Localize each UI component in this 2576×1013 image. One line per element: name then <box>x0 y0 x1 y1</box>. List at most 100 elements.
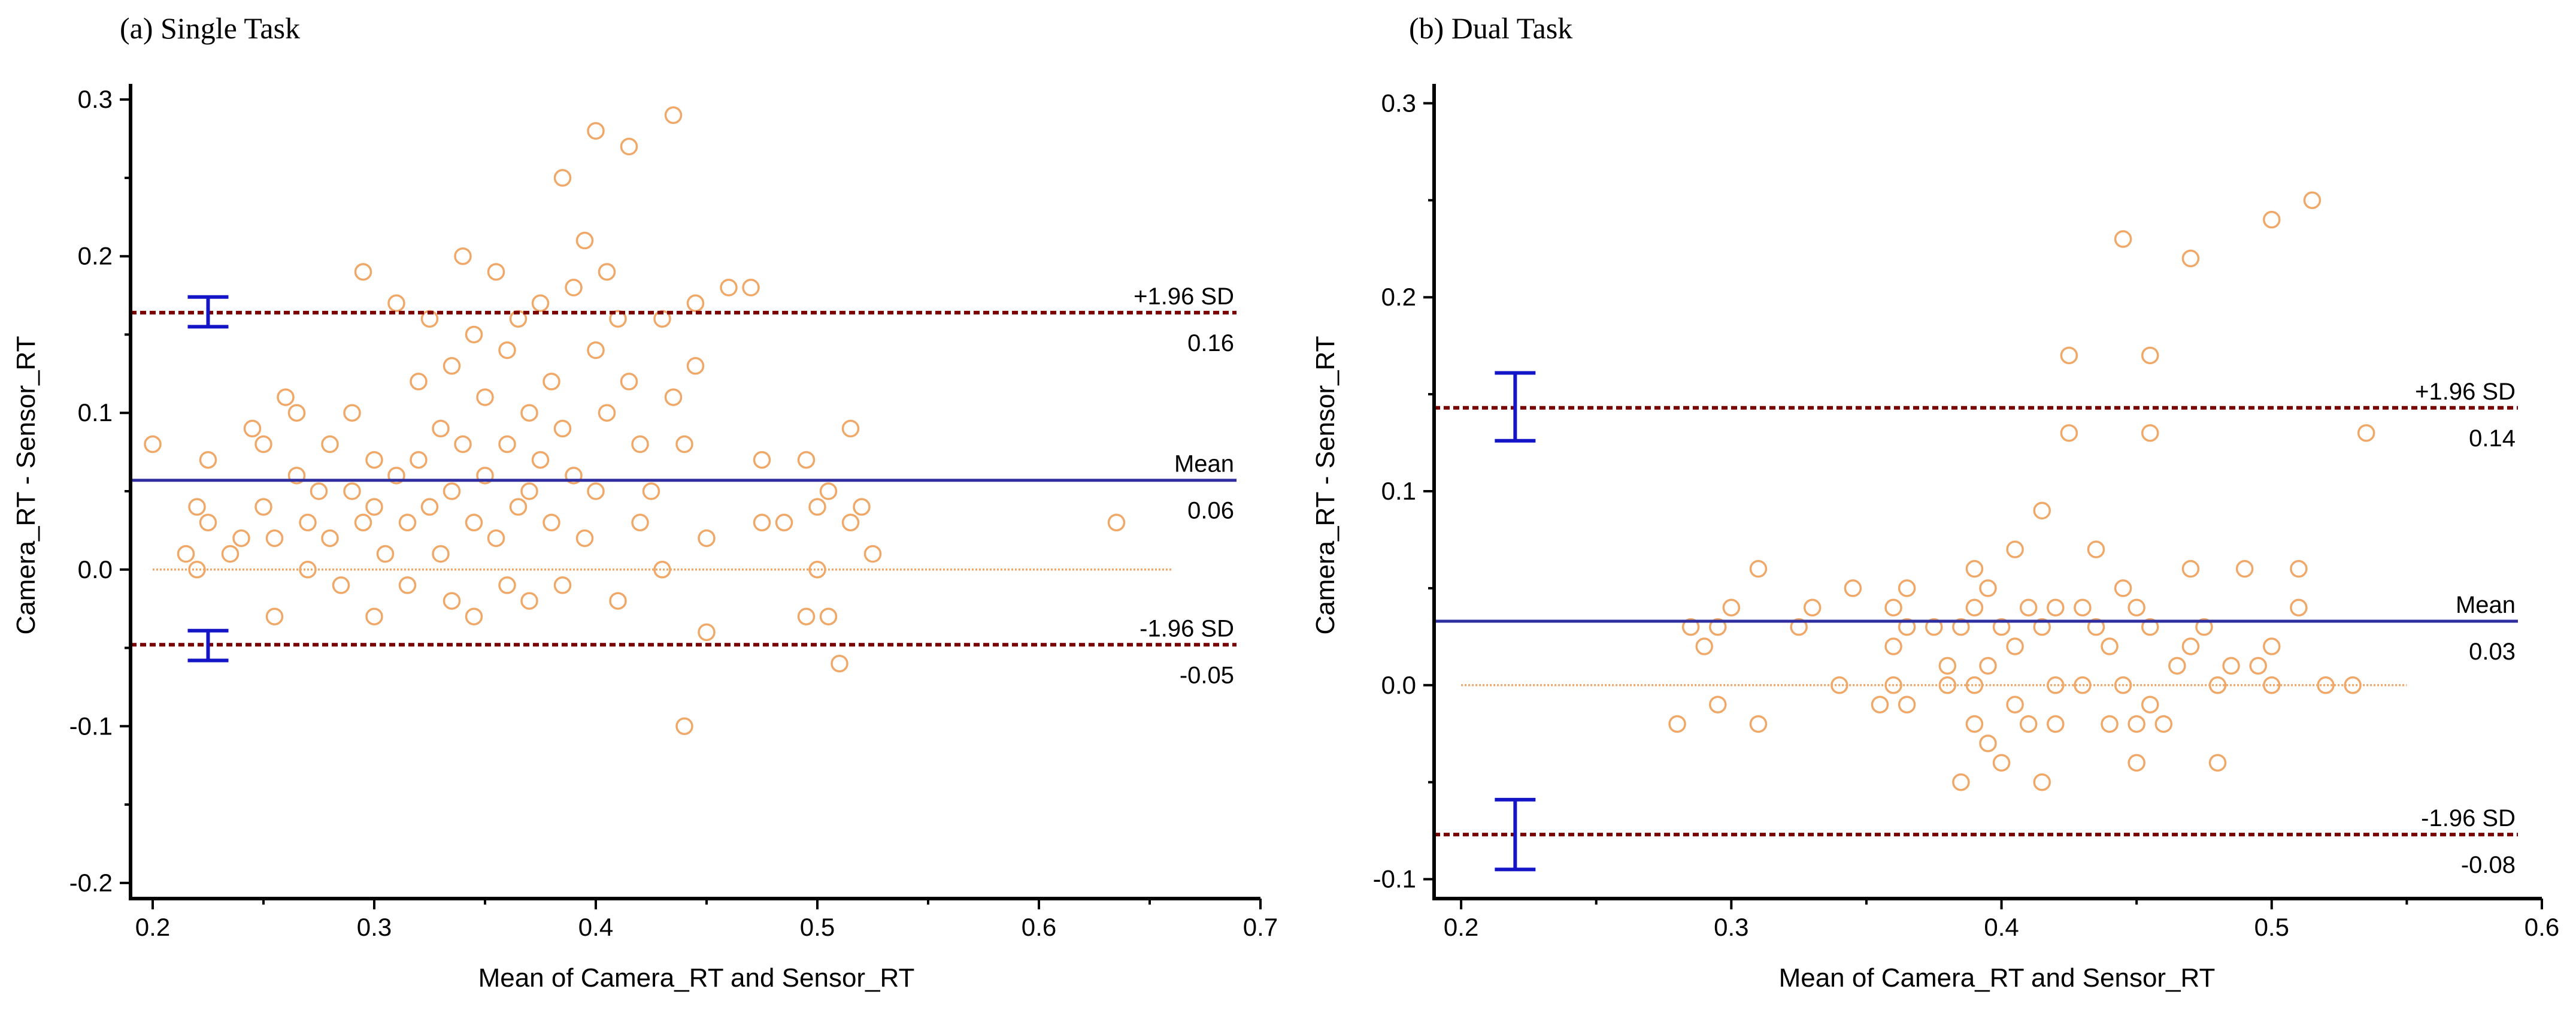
data-point <box>598 263 616 281</box>
data-point <box>1992 754 2011 772</box>
lower-loa-name-label: -1.96 SD <box>1139 615 1234 642</box>
data-point <box>520 482 538 500</box>
y-tick-label: -0.2 <box>69 869 113 897</box>
upper-loa-name-label: +1.96 SD <box>1134 283 1234 310</box>
data-point <box>432 545 450 563</box>
data-point <box>775 513 793 532</box>
data-point <box>797 450 816 469</box>
data-point <box>587 122 605 140</box>
data-point <box>742 279 760 297</box>
panel-single-task: (a) Single Task Mean 0.06 +1.96 SD 0.16 -1.9… <box>11 11 1278 993</box>
data-point <box>1695 637 1713 655</box>
data-point <box>1898 579 1916 597</box>
data-point <box>321 435 339 453</box>
data-point <box>2033 773 2051 791</box>
data-point <box>498 341 516 359</box>
data-point <box>2006 637 2024 655</box>
data-point <box>1709 618 1727 636</box>
data-point <box>465 513 483 532</box>
data-point <box>2263 210 2281 229</box>
data-point <box>2235 560 2254 578</box>
data-point <box>2181 637 2200 655</box>
data-point <box>1107 513 1126 532</box>
data-point <box>277 388 295 406</box>
x-tick-label: 0.7 <box>1243 913 1278 941</box>
data-point <box>698 623 716 642</box>
panel-title: (a) Single Task <box>120 11 300 45</box>
data-point <box>398 576 417 594</box>
data-point <box>2128 715 2145 733</box>
data-point <box>2087 618 2105 636</box>
data-point <box>465 607 483 625</box>
data-point <box>1965 715 1984 733</box>
x-tick-label: 0.6 <box>1022 913 1056 941</box>
data-point <box>753 513 771 532</box>
data-point <box>199 450 217 469</box>
mean-name-label: Mean <box>2456 592 2516 618</box>
data-point <box>1938 657 1957 675</box>
data-point <box>1831 676 1848 694</box>
data-point <box>1952 773 1970 791</box>
y-tick-label: 0.1 <box>1381 477 1416 505</box>
data-point <box>387 294 405 312</box>
y-tick-label: 0.0 <box>1381 671 1416 699</box>
data-point <box>476 388 494 406</box>
data-point <box>543 513 560 532</box>
data-point <box>2019 598 2038 617</box>
data-point <box>1790 618 1808 636</box>
data-point <box>609 310 627 328</box>
data-point <box>2033 501 2051 520</box>
data-point <box>343 482 361 500</box>
data-point <box>2006 540 2024 558</box>
data-point <box>243 419 262 438</box>
lower-loa-value-label: -0.08 <box>2461 852 2516 878</box>
data-point <box>1749 560 1768 578</box>
data-point <box>2060 346 2078 365</box>
data-point <box>620 137 638 156</box>
data-point <box>1965 560 1984 578</box>
data-point <box>1722 598 1741 617</box>
data-point <box>863 545 882 563</box>
data-point <box>1965 676 1984 694</box>
data-point <box>177 545 195 563</box>
data-point <box>631 435 649 453</box>
data-point <box>2290 560 2308 578</box>
data-point <box>598 404 616 422</box>
data-point <box>299 561 317 579</box>
data-point <box>543 373 560 391</box>
data-point <box>199 513 217 532</box>
data-point <box>410 450 428 469</box>
data-point <box>354 513 372 532</box>
x-tick-label: 0.2 <box>1444 913 1478 941</box>
data-point <box>2317 676 2335 694</box>
data-point <box>188 561 206 579</box>
data-point <box>2181 560 2200 578</box>
y-axis-label: Camera_RT - Sensor_RT <box>1311 336 1340 635</box>
data-point <box>332 576 350 594</box>
data-point <box>553 169 572 187</box>
y-axis-label: Camera_RT - Sensor_RT <box>11 336 41 635</box>
data-point <box>498 435 516 453</box>
data-point <box>2033 618 2051 636</box>
y-tick-label: 0.3 <box>1381 89 1416 117</box>
data-point <box>1681 618 1700 636</box>
data-point <box>2087 540 2105 558</box>
data-point <box>520 404 538 422</box>
data-point <box>2195 618 2213 636</box>
data-point <box>398 513 417 532</box>
data-point <box>553 576 572 594</box>
y-tick-label: 0.3 <box>78 85 113 113</box>
data-point <box>2141 696 2159 713</box>
data-point <box>565 279 583 297</box>
data-point <box>642 482 660 500</box>
panel-dual-task: (b) Dual Task Mean 0.03 +1.96 SD 0.14 -1.96 … <box>1311 11 2559 993</box>
data-point <box>265 529 284 548</box>
data-point <box>686 357 705 375</box>
data-point <box>2181 249 2200 268</box>
lower-loa-value-label: -0.05 <box>1180 662 1234 688</box>
data-point <box>753 450 771 469</box>
data-point <box>1898 618 1916 636</box>
data-point <box>1898 696 1916 713</box>
panel-title: (b) Dual Task <box>1409 11 1572 45</box>
